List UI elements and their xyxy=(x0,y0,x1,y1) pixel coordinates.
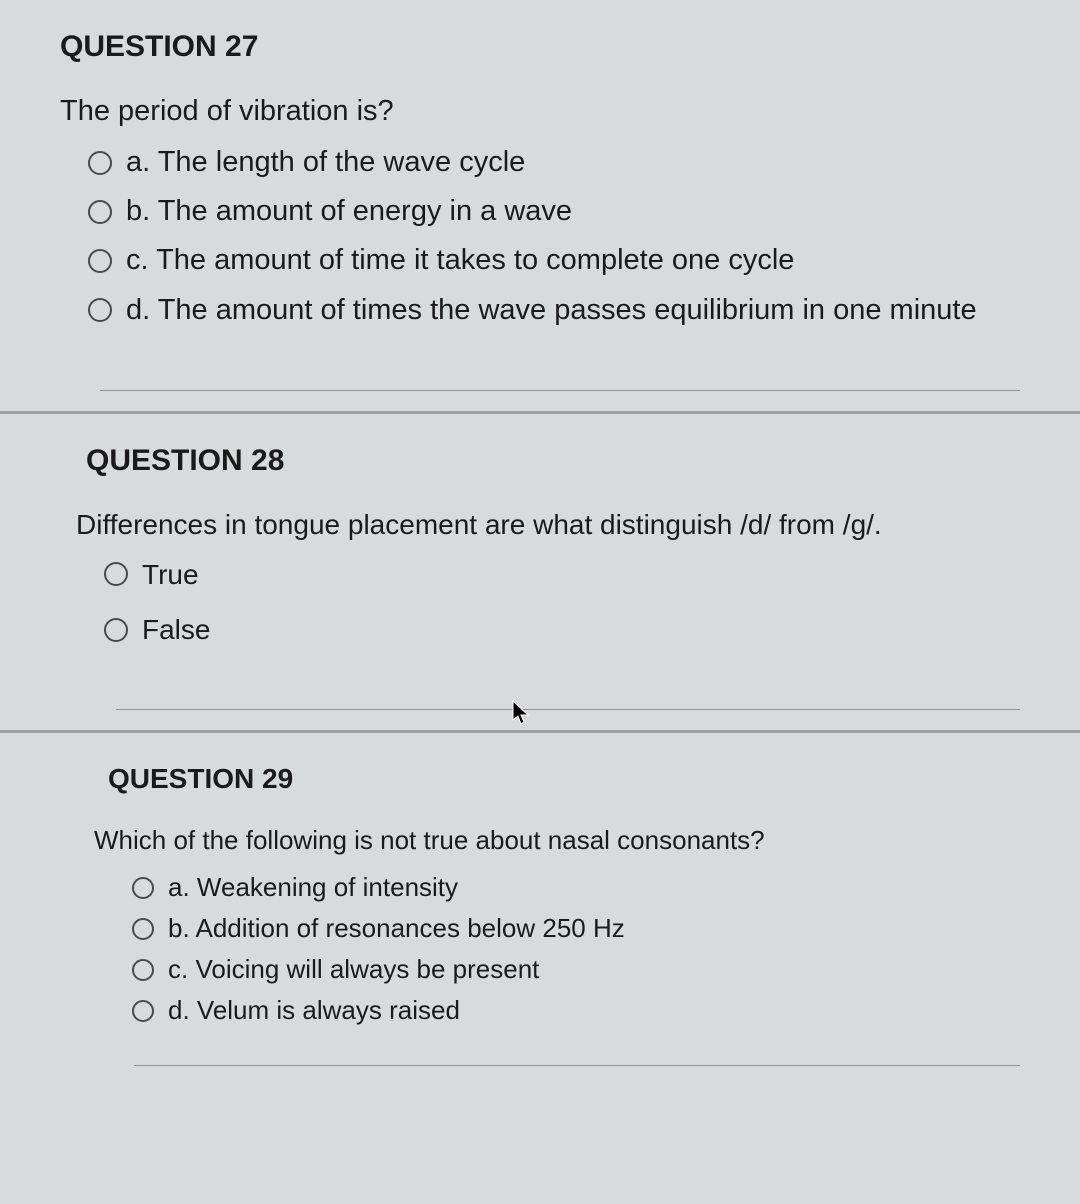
radio-icon[interactable] xyxy=(104,618,128,642)
divider xyxy=(134,1065,1020,1066)
radio-icon[interactable] xyxy=(132,877,154,899)
radio-icon[interactable] xyxy=(88,298,112,322)
option-row[interactable]: c. The amount of time it takes to comple… xyxy=(88,241,1020,280)
radio-icon[interactable] xyxy=(132,1000,154,1022)
option-row[interactable]: a. The length of the wave cycle xyxy=(88,143,1020,182)
option-row[interactable]: b. Addition of resonances below 250 Hz xyxy=(132,911,1020,946)
options-group: True False xyxy=(76,556,1020,650)
option-label: d. Velum is always raised xyxy=(168,993,460,1028)
option-row[interactable]: False xyxy=(104,611,1020,649)
option-row[interactable]: b. The amount of energy in a wave xyxy=(88,192,1020,231)
question-29-block: QUESTION 29 Which of the following is no… xyxy=(0,733,1080,1075)
quiz-page: QUESTION 27 The period of vibration is? … xyxy=(0,0,1080,1204)
options-group: a. Weakening of intensity b. Addition of… xyxy=(94,870,1020,1028)
option-label: a. The length of the wave cycle xyxy=(126,143,525,182)
option-label: b. Addition of resonances below 250 Hz xyxy=(168,911,625,946)
question-body: Which of the following is not true about… xyxy=(64,823,1050,1064)
option-row[interactable]: c. Voicing will always be present xyxy=(132,952,1020,987)
radio-icon[interactable] xyxy=(104,562,128,586)
option-label: False xyxy=(142,611,210,649)
question-body: Differences in tongue placement are what… xyxy=(46,506,1050,709)
question-27-block: QUESTION 27 The period of vibration is? … xyxy=(0,0,1080,401)
divider xyxy=(100,390,1020,391)
option-label: c. Voicing will always be present xyxy=(168,952,539,987)
option-label: a. Weakening of intensity xyxy=(168,870,458,905)
question-title: QUESTION 27 xyxy=(30,30,1050,64)
option-row[interactable]: a. Weakening of intensity xyxy=(132,870,1020,905)
option-label: d. The amount of times the wave passes e… xyxy=(126,291,977,330)
option-row[interactable]: d. Velum is always raised xyxy=(132,993,1020,1028)
option-label: c. The amount of time it takes to comple… xyxy=(126,241,794,280)
question-28-block: QUESTION 28 Differences in tongue placem… xyxy=(0,414,1080,720)
radio-icon[interactable] xyxy=(132,918,154,940)
question-prompt: Differences in tongue placement are what… xyxy=(76,506,1020,544)
question-title: QUESTION 29 xyxy=(64,763,1050,795)
option-row[interactable]: True xyxy=(104,556,1020,594)
question-title: QUESTION 28 xyxy=(46,444,1050,478)
question-prompt: Which of the following is not true about… xyxy=(94,823,1020,858)
radio-icon[interactable] xyxy=(88,151,112,175)
radio-icon[interactable] xyxy=(88,200,112,224)
options-group: a. The length of the wave cycle b. The a… xyxy=(60,143,1020,330)
option-label: b. The amount of energy in a wave xyxy=(126,192,572,231)
radio-icon[interactable] xyxy=(132,959,154,981)
option-label: True xyxy=(142,556,199,594)
option-row[interactable]: d. The amount of times the wave passes e… xyxy=(88,291,1020,330)
question-body: The period of vibration is? a. The lengt… xyxy=(30,92,1050,390)
divider xyxy=(116,709,1020,710)
radio-icon[interactable] xyxy=(88,249,112,273)
question-prompt: The period of vibration is? xyxy=(60,92,1020,131)
